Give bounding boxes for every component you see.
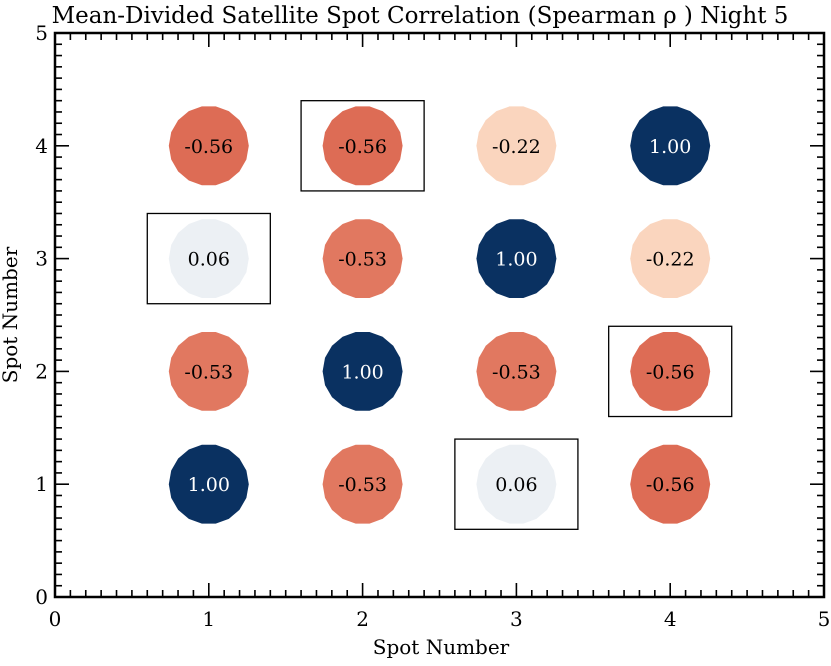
cell-value-label: -0.53 bbox=[338, 249, 387, 271]
cell-value-label: -0.56 bbox=[646, 361, 695, 383]
plot-frame bbox=[53, 31, 826, 599]
cell-value-label: 1.00 bbox=[649, 136, 691, 158]
correlation-marker bbox=[168, 444, 249, 524]
highlight-box bbox=[454, 438, 579, 530]
correlation-marker bbox=[168, 106, 249, 186]
y-tick-label: 3 bbox=[35, 247, 48, 271]
x-tick-label: 0 bbox=[49, 607, 62, 631]
correlation-marker bbox=[322, 444, 403, 524]
correlation-marker bbox=[630, 219, 711, 298]
correlation-marker bbox=[476, 106, 557, 186]
y-tick-label: 0 bbox=[35, 585, 48, 609]
correlation-marker bbox=[476, 219, 557, 298]
cell-value-label: -0.56 bbox=[646, 474, 695, 496]
cell-value-label: 1.00 bbox=[495, 249, 537, 271]
y-tick-label: 2 bbox=[35, 359, 48, 383]
correlation-marker bbox=[168, 332, 249, 411]
cell-value-label: 1.00 bbox=[188, 474, 230, 496]
cell-value-label: -0.53 bbox=[492, 361, 541, 383]
cell-value-label: -0.53 bbox=[184, 361, 233, 383]
cell-value-label: -0.22 bbox=[492, 136, 541, 158]
x-tick-label: 2 bbox=[356, 607, 369, 631]
x-tick-label: 5 bbox=[818, 607, 831, 631]
x-axis-label: Spot Number bbox=[373, 635, 510, 659]
highlight-box bbox=[608, 325, 733, 418]
correlation-marker bbox=[476, 332, 557, 411]
axes-layer: 0 1 2 3 4 5 0 1 2 3 4 5 bbox=[35, 21, 830, 631]
y-tick-label: 4 bbox=[35, 134, 48, 158]
correlation-marker bbox=[476, 444, 557, 524]
x-tick-label: 3 bbox=[510, 607, 523, 631]
correlation-marker bbox=[322, 332, 403, 411]
correlation-marker bbox=[630, 332, 711, 411]
correlation-marker bbox=[630, 444, 711, 524]
cell-value-label: 0.06 bbox=[495, 474, 537, 496]
x-tick-label: 4 bbox=[664, 607, 677, 631]
y-tick-label: 5 bbox=[35, 21, 48, 45]
correlation-marker bbox=[630, 106, 711, 186]
correlation-marker bbox=[322, 106, 403, 186]
correlation-marker bbox=[168, 219, 249, 298]
cells-layer: 1.00 -0.53 0.06 -0.56 -0.53 1.00 -0.53 -0.56 0.0… bbox=[146, 100, 733, 530]
x-tick-label: 1 bbox=[202, 607, 215, 631]
cell-value-label: -0.56 bbox=[338, 136, 387, 158]
cell-value-label: -0.53 bbox=[338, 474, 387, 496]
correlation-marker bbox=[322, 219, 403, 298]
cell-value-label: -0.56 bbox=[184, 136, 233, 158]
highlight-box bbox=[300, 100, 425, 192]
cell-value-label: -0.22 bbox=[646, 249, 695, 271]
chart-title: Mean-Divided Satellite Spot Correlation … bbox=[52, 3, 789, 29]
y-tick-label: 1 bbox=[35, 472, 48, 496]
cell-value-label: 0.06 bbox=[188, 249, 230, 271]
cell-value-label: 1.00 bbox=[341, 361, 383, 383]
y-axis-label: Spot Number bbox=[0, 246, 22, 383]
highlight-box bbox=[146, 212, 271, 305]
